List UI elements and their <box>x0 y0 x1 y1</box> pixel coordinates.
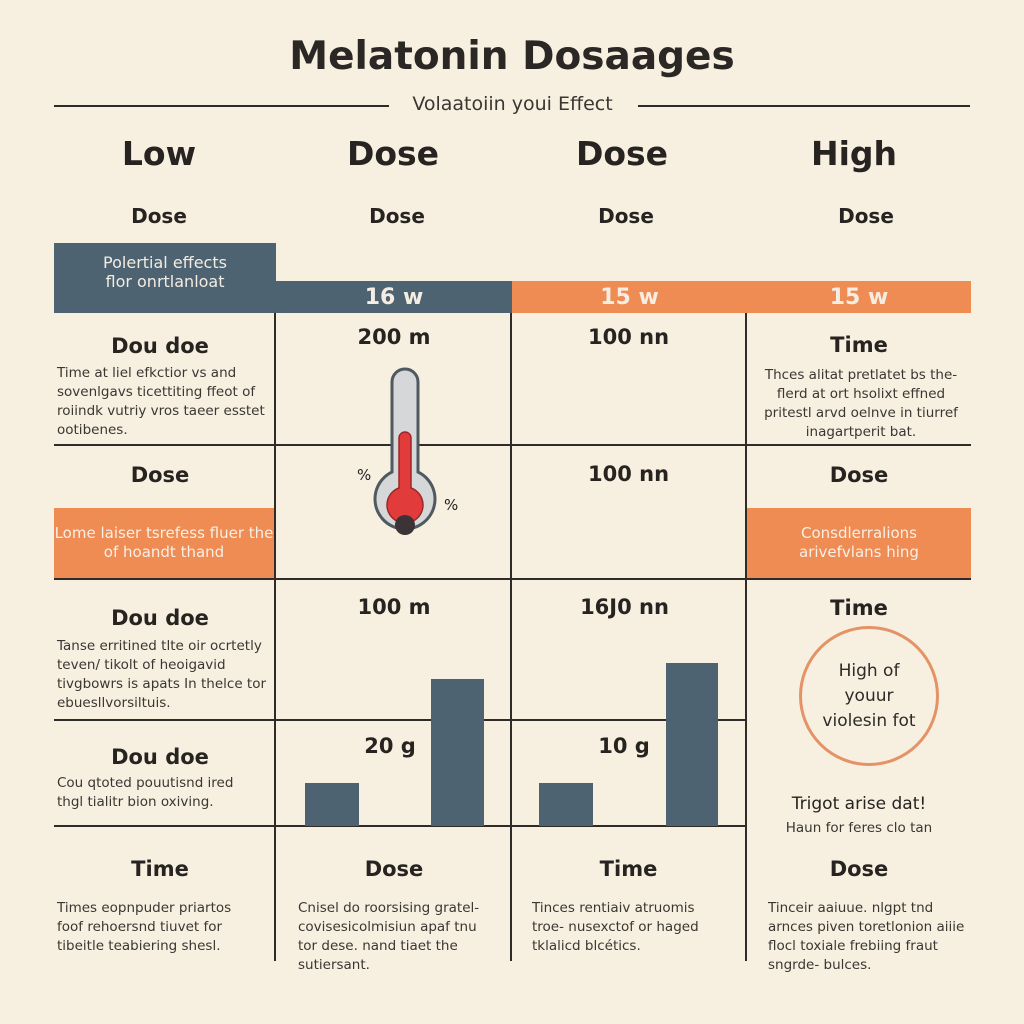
row3-col1-text: Tanse erritined tlte oir ocrtetly teven/… <box>57 638 267 711</box>
column-subheading-4: Dose <box>838 204 894 228</box>
header-bar-col4-label: 15 w <box>829 284 889 310</box>
row1-col3-value: 100 nn <box>587 325 670 349</box>
row5-col3-text: Tinces rentiaiv atruomis troe- nusexctof… <box>532 900 699 954</box>
row3-col3-value: 16J0 nn <box>580 595 669 619</box>
row2-col4-callout: Consdlerralions arivefvlans hing <box>747 508 971 578</box>
row5-col4-text: Tinceir aaiuue. nlgpt tnd arnces piven t… <box>768 900 965 973</box>
row5-col1-text: Times eopnpuder priartos foof rehoersnd … <box>57 900 232 954</box>
thermometer-icon <box>373 367 437 535</box>
row5-col2-text: Cnisel do roorsising gratel- covisesicol… <box>298 900 480 973</box>
row2-col4-title: Dose <box>829 463 889 487</box>
row4-col2-value: 20 g <box>364 734 416 758</box>
column-heading-low: Low <box>121 134 197 173</box>
percent-right: % <box>444 496 459 514</box>
row2-col1-title: Dose <box>130 463 190 487</box>
potential-effects-line1: Polertial effects <box>103 253 227 272</box>
highlight-circle: High of youur violesin fot <box>799 626 939 766</box>
column-heading-dose-1: Dose <box>346 134 440 173</box>
row4-col1-title: Dou doe <box>111 745 209 769</box>
header-bar-col4: 15 w <box>747 281 971 313</box>
potential-effects-line2: flor onrtlanloat <box>105 272 225 291</box>
row4-col3-value: 10 g <box>598 734 650 758</box>
row4-col4-caption-text: Haun for feres clo tan <box>785 820 933 836</box>
column-subheading-3: Dose <box>598 204 654 228</box>
row5-col2-title: Dose <box>364 857 424 881</box>
row1-col2-value: 200 m <box>357 325 431 349</box>
column-heading-high: High <box>810 134 898 173</box>
header-bar-col2: 16 w <box>276 281 512 313</box>
column-heading-dose-2: Dose <box>575 134 669 173</box>
chart1-bar-small <box>305 783 359 826</box>
grid-vline-3 <box>745 313 747 961</box>
grid-vline-2 <box>510 313 512 961</box>
row3-col4-title: Time <box>830 596 888 620</box>
highlight-circle-text: High of youur violesin fot <box>822 660 916 731</box>
row4-col4-caption-title: Trigot arise dat! <box>791 794 927 814</box>
row5-col3-title: Time <box>599 857 658 881</box>
row1-col1-text: Time at liel efkctior vs and sovenlgavs … <box>57 365 265 438</box>
row1-col4-title: Time <box>830 333 888 357</box>
column-subheading-1: Dose <box>131 204 187 228</box>
row4-col1-text: Cou qtoted pouutisnd ired thgl tialitr b… <box>57 775 234 810</box>
header-bar-col3-label: 15 w <box>600 284 659 310</box>
header-bar-col2-label: 16 w <box>364 284 424 310</box>
subtitle-rule-left <box>54 105 389 107</box>
grid-hline-4 <box>54 825 746 827</box>
chart2-bar-tall <box>666 663 718 826</box>
grid-hline-2 <box>54 578 971 580</box>
page-title: Melatonin Dosaages <box>289 34 735 79</box>
chart2-bar-small <box>539 783 593 826</box>
row2-col1-callout: Lome laiser tsrefess fluer the of hoandt… <box>54 508 274 578</box>
row5-col4-title: Dose <box>829 857 889 881</box>
column-subheading-2: Dose <box>369 204 425 228</box>
row1-col1-title: Dou doe <box>111 334 209 358</box>
row5-col1-title: Time <box>131 857 189 881</box>
grid-hline-3 <box>54 719 746 721</box>
header-bar-col3: 15 w <box>512 281 747 313</box>
row1-col4-text: Thces alitat pretlatet bs the- flerd at … <box>764 367 958 440</box>
grid-hline-1 <box>54 444 971 446</box>
chart1-bar-tall <box>431 679 484 826</box>
potential-effects-label: Polertial effects flor onrtlanloat <box>54 243 276 313</box>
row3-col1-title: Dou doe <box>111 606 209 630</box>
row2-col3-value: 100 nn <box>587 462 670 486</box>
row3-col2-value: 100 m <box>357 595 431 619</box>
percent-left: % <box>357 466 372 484</box>
subtitle-rule-right <box>638 105 970 107</box>
grid-vline-1 <box>274 313 276 961</box>
subtitle: Volaatoiin youi Effect <box>412 93 613 115</box>
